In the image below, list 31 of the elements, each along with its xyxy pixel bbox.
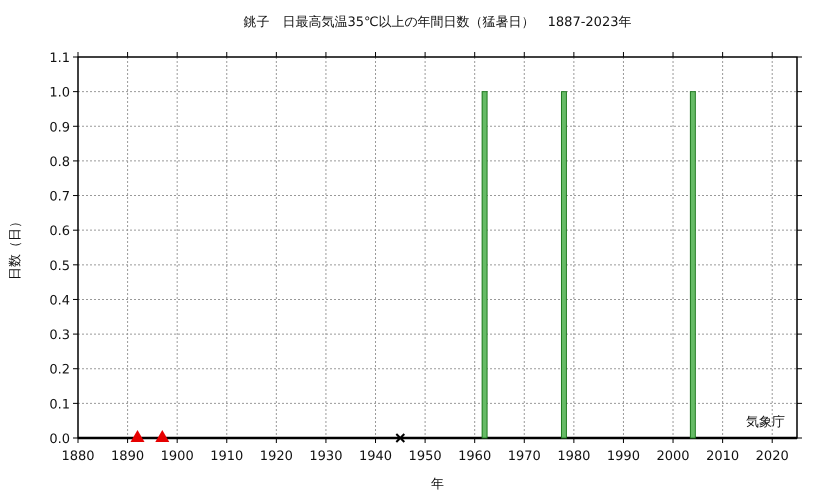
- y-tick-label: 0.6: [49, 224, 70, 240]
- y-tick-label: 1.0: [49, 86, 70, 101]
- x-tick-label: 1890: [111, 449, 144, 464]
- y-tick-label: 0.3: [49, 328, 70, 344]
- y-tick-label: 0.5: [49, 258, 70, 274]
- y-tick-label: 0.1: [49, 397, 70, 412]
- x-tick-label: 1950: [408, 449, 442, 464]
- y-axis-title: 日数（日）: [8, 215, 23, 280]
- chart-title: 銚子 日最高気温35℃以上の年間日数（猛暑日） 1887-2023年: [243, 14, 632, 30]
- x-tick-label: 1880: [61, 449, 95, 464]
- x-tick-label: 1920: [260, 449, 293, 464]
- x-tick-label: 1960: [458, 449, 492, 464]
- x-tick-label: 1910: [210, 449, 244, 464]
- x-tick-label: 1940: [358, 449, 392, 464]
- x-tick-label: 2010: [706, 449, 740, 464]
- x-tick-label: 2020: [756, 449, 789, 464]
- x-tick-label: 1900: [160, 449, 194, 464]
- y-tick-label: 0.0: [49, 432, 70, 447]
- y-tick-label: 0.7: [49, 190, 70, 205]
- y-tick-label: 0.2: [49, 362, 70, 378]
- x-tick-label: 2000: [656, 449, 690, 464]
- x-axis-title: 年: [431, 477, 444, 492]
- x-tick-label: 1970: [508, 449, 541, 464]
- y-tick-label: 1.1: [49, 51, 70, 66]
- x-tick-label: 1980: [557, 449, 590, 464]
- y-tick-label: 0.9: [49, 120, 70, 136]
- x-tick-label: 1990: [606, 449, 640, 464]
- annotation: 気象庁: [746, 414, 785, 430]
- x-tick-label: 1930: [309, 449, 342, 464]
- y-tick-label: 0.8: [49, 154, 70, 170]
- y-tick-label: 0.4: [49, 293, 70, 308]
